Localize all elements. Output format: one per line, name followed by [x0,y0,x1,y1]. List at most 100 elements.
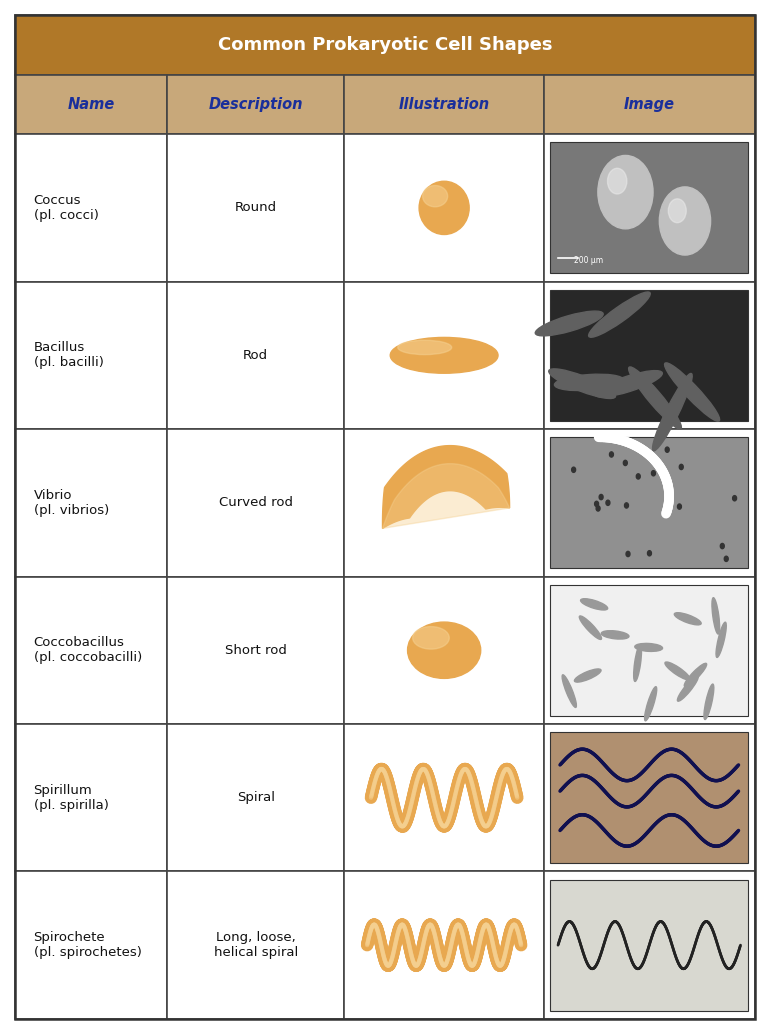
Bar [167,75,344,134]
Bar [544,577,755,724]
Circle shape [725,556,728,561]
Bar [544,871,755,1019]
Circle shape [594,502,598,507]
Ellipse shape [716,623,726,657]
Bar [167,429,344,577]
Bar [15,429,167,577]
Circle shape [626,551,630,557]
Bar [550,290,748,421]
Text: Spirochete
(pl. spirochetes): Spirochete (pl. spirochetes) [34,931,142,959]
Ellipse shape [652,374,692,451]
Ellipse shape [390,338,498,374]
Circle shape [624,461,628,466]
Ellipse shape [712,598,720,634]
Bar [15,15,755,75]
Text: Image: Image [624,97,675,112]
Text: 200 μm: 200 μm [574,256,603,265]
Text: Spirillum
(pl. spirilla): Spirillum (pl. spirilla) [34,783,109,812]
Ellipse shape [628,367,681,429]
Ellipse shape [678,676,698,701]
Text: Curved rod: Curved rod [219,497,293,509]
Bar [544,134,755,282]
Circle shape [636,474,640,479]
Bar [550,585,748,716]
Bar [167,724,344,871]
Ellipse shape [423,185,447,207]
Bar [344,429,544,577]
Text: Bacillus
(pl. bacilli): Bacillus (pl. bacilli) [34,341,103,370]
Ellipse shape [549,369,615,398]
Circle shape [732,496,737,501]
Bar [344,577,544,724]
Circle shape [651,471,655,476]
Ellipse shape [579,616,601,639]
Ellipse shape [685,664,707,686]
Bar [167,871,344,1019]
Bar [15,724,167,871]
Bar [15,282,167,429]
Circle shape [648,551,651,556]
Bar [544,282,755,429]
Bar [550,142,748,273]
Bar [544,724,755,871]
Text: Rod: Rod [243,349,268,361]
Ellipse shape [634,643,662,651]
Ellipse shape [601,631,629,639]
Text: Description: Description [209,97,303,112]
Ellipse shape [398,340,452,354]
Ellipse shape [665,362,720,421]
Ellipse shape [644,687,657,721]
Text: Coccus
(pl. cocci): Coccus (pl. cocci) [34,194,99,222]
Text: Vibrio
(pl. vibrios): Vibrio (pl. vibrios) [34,488,109,517]
Circle shape [679,464,683,470]
Ellipse shape [535,311,603,336]
Ellipse shape [634,645,641,681]
Circle shape [571,467,576,472]
Bar [15,577,167,724]
Ellipse shape [675,612,701,625]
Circle shape [599,495,603,500]
Bar [167,134,344,282]
Ellipse shape [588,292,650,337]
Bar [15,871,167,1019]
Circle shape [608,168,627,194]
Circle shape [596,506,600,511]
Ellipse shape [665,662,690,680]
Text: Short rod: Short rod [225,644,286,656]
Circle shape [624,503,628,508]
Circle shape [678,504,681,509]
Bar [167,282,344,429]
Polygon shape [383,464,510,528]
Bar [550,732,748,863]
Ellipse shape [704,684,714,720]
Circle shape [598,156,653,228]
Circle shape [606,500,610,506]
Circle shape [665,447,669,453]
Ellipse shape [407,623,480,679]
Bar [344,75,544,134]
Circle shape [659,187,711,255]
Text: Name: Name [68,97,115,112]
Bar [344,871,544,1019]
Bar [550,880,748,1011]
Ellipse shape [594,371,662,397]
Circle shape [720,544,725,549]
Bar [344,134,544,282]
Text: Spiral: Spiral [236,792,275,804]
Text: Long, loose,
helical spiral: Long, loose, helical spiral [213,931,298,959]
Bar [344,282,544,429]
Circle shape [668,199,686,222]
Bar [550,437,748,568]
Ellipse shape [419,181,469,234]
Ellipse shape [581,599,608,610]
Bar [15,75,167,134]
Bar [544,75,755,134]
Bar [15,134,167,282]
Ellipse shape [574,669,601,682]
Ellipse shape [413,627,449,649]
Bar [344,724,544,871]
Text: Round: Round [235,202,276,214]
Text: Common Prokaryotic Cell Shapes: Common Prokaryotic Cell Shapes [218,36,552,54]
Text: Illustration: Illustration [399,97,490,112]
Ellipse shape [554,374,624,390]
